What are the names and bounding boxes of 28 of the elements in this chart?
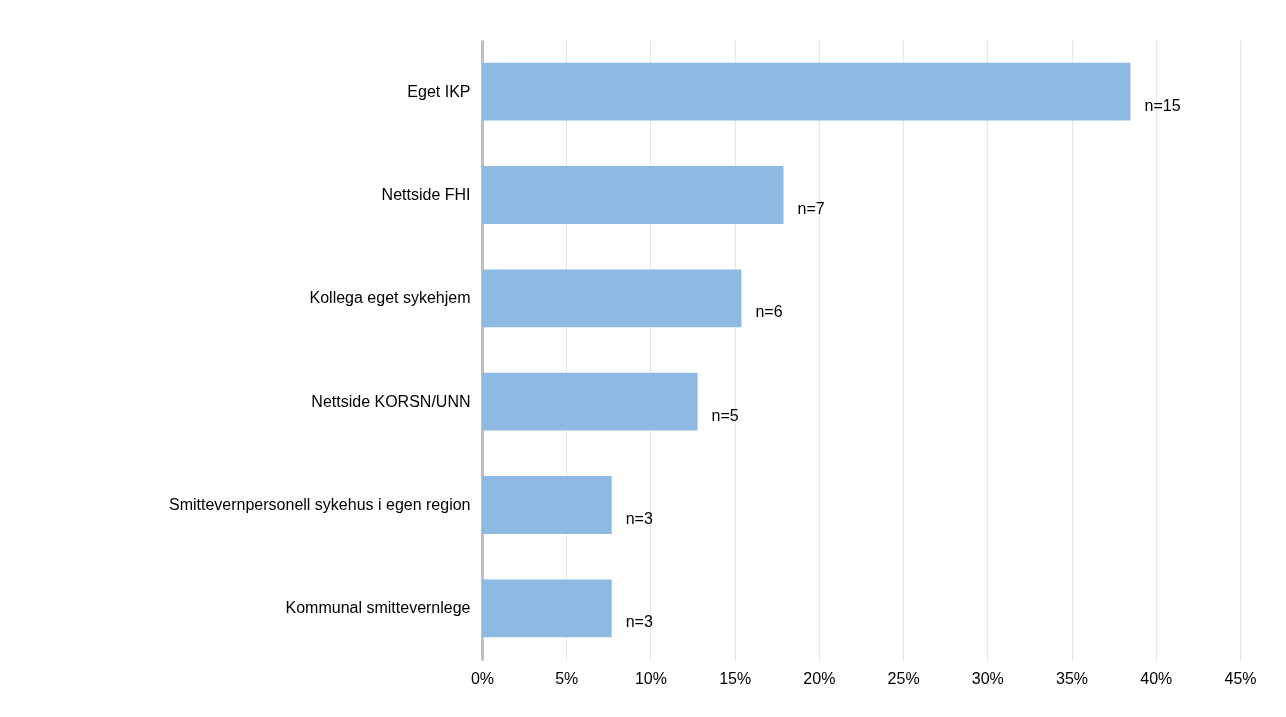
- annotation: n=3: [625, 613, 653, 631]
- x-tick-label: 45%: [1224, 669, 1257, 687]
- annotation: n=15: [1144, 96, 1181, 114]
- x-tick-label: 20%: [803, 669, 836, 687]
- x-tick-label: 0%: [470, 669, 495, 687]
- y-tick-label: Kommunal smittevernlege: [285, 599, 471, 617]
- x-tick-label: 40%: [1140, 669, 1173, 687]
- x-tick-label: 35%: [1056, 669, 1089, 687]
- x-tick-label: 15%: [719, 669, 752, 687]
- y-tick-label: Eget IKP: [407, 82, 471, 100]
- annotation: n=7: [797, 200, 825, 217]
- bar: [482, 476, 612, 534]
- y-tick-label: Kollega eget sykehjem: [309, 289, 471, 307]
- x-tick-label: 25%: [887, 669, 920, 687]
- annotation: n=3: [625, 510, 653, 527]
- y-tick-label: Nettside KORSN/UNN: [311, 392, 471, 410]
- annotation: n=5: [711, 406, 739, 424]
- x-tick-label: 30%: [971, 669, 1004, 687]
- x-tick-label: 10%: [634, 669, 667, 687]
- y-tick-label: Nettside FHI: [381, 186, 471, 203]
- x-tick-label: 5%: [555, 669, 579, 687]
- bar: [482, 372, 698, 431]
- bar: [482, 62, 1131, 121]
- bar: [482, 269, 742, 328]
- y-tick-label: Smittevernpersonell sykehus i egen region: [169, 496, 471, 513]
- annotation: n=6: [755, 303, 783, 321]
- bar: [482, 579, 612, 638]
- bar: [482, 166, 784, 224]
